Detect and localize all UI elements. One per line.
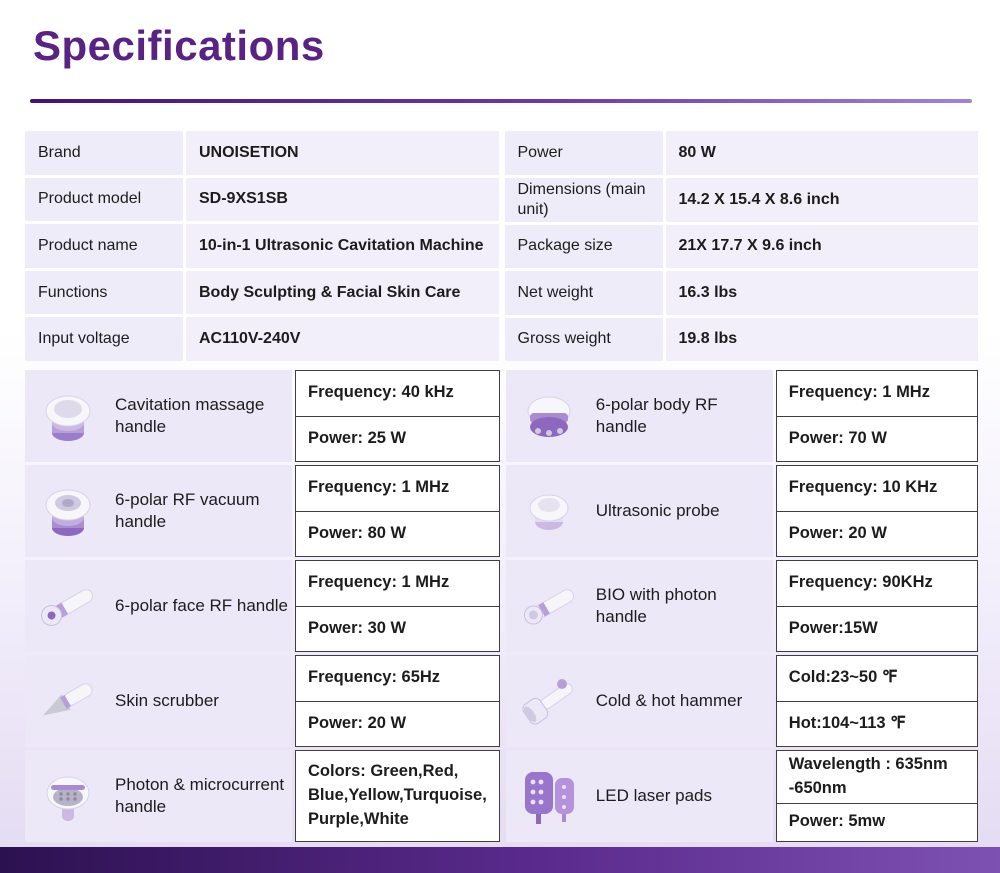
handle-name-cell: Skin scrubber [25,655,292,747]
spec-value-net-weight: 16.3 lbs [665,271,978,315]
handle-spec-power: Power: 20 W [775,511,978,557]
accessory-table: Cavitation massage handle Frequency: 40 … [25,370,978,842]
handle-specs: Frequency: 1 MHz Power: 70 W [775,370,978,462]
handle-spec-power: Power: 80 W [295,511,500,557]
handle-spec-wavelength: Wavelength : 635nm -650nm [775,750,978,804]
spec-table-left: Brand UNOISETION Product model SD-9XS1SB… [25,131,499,361]
handle-row-cold-hot-hammer: Cold & hot hammer Cold:23~50 ℉ Hot:104~1… [505,655,978,747]
handle-spec-power: Power: 5mw [775,803,978,842]
handle-row-rf-vacuum: 6-polar RF vacuum handle Frequency: 1 MH… [25,465,500,557]
handle-specs: Frequency: 40 kHz Power: 25 W [295,370,500,462]
handle-row-led-laser-pads: LED laser pads Wavelength : 635nm -650nm… [505,750,978,842]
spec-label-package-size: Package size [504,224,663,268]
product-spec-table: Brand UNOISETION Product model SD-9XS1SB… [25,131,978,361]
handle-name-cell: 6-polar body RF handle [505,370,773,462]
ultrasonic-probe-image [510,472,588,550]
handle-specs: Cold:23~50 ℉ Hot:104~113 ℉ [775,655,978,747]
handle-name: Ultrasonic probe [595,500,720,520]
spec-label-input-voltage: Input voltage [25,317,183,361]
bio-with-photon-handle-image [510,567,588,645]
handle-spec-frequency: Frequency: 1 MHz [295,465,500,512]
handle-spec-cold: Cold:23~50 ℉ [775,655,978,702]
spec-table-right: Power 80 W Dimensions (main unit) 14.2 X… [504,131,978,361]
handle-name: BIO with photon handle [595,584,717,626]
handle-specs: Frequency: 65Hz Power: 20 W [295,655,500,747]
spec-value-brand: UNOISETION [186,131,499,175]
footer-bar [0,847,1000,873]
cavitation-massage-handle-image [29,377,107,455]
handle-row-skin-scrubber: Skin scrubber Frequency: 65Hz Power: 20 … [25,655,500,747]
handle-specs: Frequency: 90KHz Power:15W [775,560,978,652]
handle-name: Photon & microcurrent handle [115,774,285,816]
handle-row-photon-microcurrent: Photon & microcurrent handle Colors: Gre… [25,750,500,842]
handle-row-body-rf: 6-polar body RF handle Frequency: 1 MHz … [505,370,978,462]
handle-name: Cavitation massage handle [115,394,265,436]
spec-value-package-size: 21X 17.7 X 9.6 inch [665,224,978,268]
handle-name-cell: LED laser pads [505,750,773,842]
handle-name: LED laser pads [595,785,713,805]
handle-spec-frequency: Frequency: 1 MHz [295,560,500,607]
handle-spec-colors: Colors: Green,Red, Blue,Yellow,Turquoise… [295,750,500,842]
handle-specs: Wavelength : 635nm -650nm Power: 5mw [775,750,978,842]
handle-specs: Frequency: 1 MHz Power: 30 W [295,560,500,652]
handle-name: 6-polar face RF handle [115,595,288,615]
handle-name-cell: BIO with photon handle [505,560,773,652]
spec-value-product-model: SD-9XS1SB [186,177,499,222]
handle-spec-frequency: Frequency: 1 MHz [775,370,978,417]
six-polar-rf-vacuum-handle-image [29,472,107,550]
handle-name: 6-polar RF vacuum handle [115,489,260,531]
spec-value-dimensions: 14.2 X 15.4 X 8.6 inch [665,177,978,222]
handle-specs: Frequency: 10 KHz Power: 20 W [775,465,978,557]
spec-label-brand: Brand [25,131,183,175]
page-title: Specifications [33,22,325,69]
spec-label-product-model: Product model [25,177,183,222]
handle-row-face-rf: 6-polar face RF handle Frequency: 1 MHz … [25,560,500,652]
handle-name-cell: 6-polar RF vacuum handle [25,465,292,557]
six-polar-body-rf-handle-image [510,377,588,455]
handle-spec-power: Power: 20 W [295,701,500,747]
handle-row-bio-photon: BIO with photon handle Frequency: 90KHz … [505,560,978,652]
spec-label-functions: Functions [25,270,183,315]
handle-spec-frequency: Frequency: 40 kHz [295,370,500,417]
spec-value-functions: Body Sculpting & Facial Skin Care [186,270,499,315]
handle-name: 6-polar body RF handle [595,394,718,436]
spec-label-power: Power [504,131,663,175]
accessory-table-left: Cavitation massage handle Frequency: 40 … [25,370,500,842]
handle-row-cavitation: Cavitation massage handle Frequency: 40 … [25,370,500,462]
spec-value-power: 80 W [665,131,978,175]
handle-specs: Frequency: 1 MHz Power: 80 W [295,465,500,557]
spec-value-gross-weight: 19.8 lbs [665,317,978,361]
handle-specs: Colors: Green,Red, Blue,Yellow,Turquoise… [295,750,500,842]
handle-name-cell: Cavitation massage handle [25,370,292,462]
skin-scrubber-image [29,662,107,740]
handle-spec-hot: Hot:104~113 ℉ [775,701,978,747]
accessory-table-right: 6-polar body RF handle Frequency: 1 MHz … [505,370,978,842]
spec-label-dimensions: Dimensions (main unit) [504,177,663,222]
spec-label-gross-weight: Gross weight [504,317,663,361]
title-underline [30,99,972,103]
handle-row-ultrasonic-probe: Ultrasonic probe Frequency: 10 KHz Power… [505,465,978,557]
six-polar-face-rf-handle-image [29,567,107,645]
spec-value-product-name: 10-in-1 Ultrasonic Cavitation Machine [186,224,499,268]
photon-microcurrent-handle-image [29,757,107,835]
cold-hot-hammer-image [510,662,588,740]
handle-spec-power: Power: 70 W [775,416,978,462]
handle-name-cell: Ultrasonic probe [505,465,773,557]
handle-name-cell: 6-polar face RF handle [25,560,292,652]
handle-name-cell: Photon & microcurrent handle [25,750,292,842]
spec-label-net-weight: Net weight [504,271,663,315]
handle-spec-frequency: Frequency: 90KHz [775,560,978,607]
handle-name: Cold & hot hammer [595,690,743,710]
spec-label-product-name: Product name [25,224,183,268]
handle-spec-power: Power:15W [775,606,978,652]
handle-name: Skin scrubber [115,690,219,710]
handle-spec-power: Power: 25 W [295,416,500,462]
handle-name-cell: Cold & hot hammer [505,655,773,747]
led-laser-pads-image [510,757,588,835]
spec-value-input-voltage: AC110V-240V [186,317,499,361]
handle-spec-frequency: Frequency: 10 KHz [775,465,978,512]
handle-spec-power: Power: 30 W [295,606,500,652]
handle-spec-frequency: Frequency: 65Hz [295,655,500,702]
